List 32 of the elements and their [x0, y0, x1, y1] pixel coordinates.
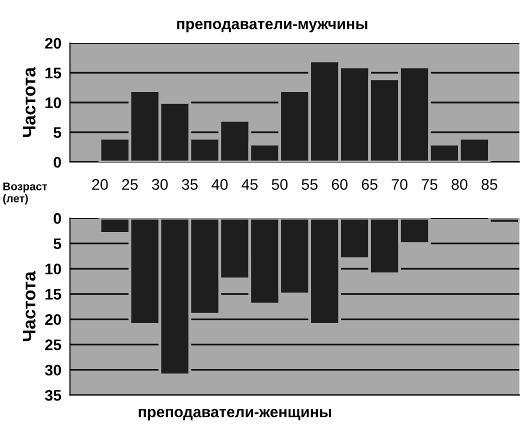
text: преподаватели-женщины: [138, 408, 332, 420]
x-tick-label: 50: [272, 179, 288, 190]
y-tick-label: 0: [54, 213, 61, 224]
y-tick-label: 5: [54, 238, 62, 250]
x-axis-title: Возраст (лет): [3, 182, 48, 205]
y-axis-title: Частота: [22, 271, 36, 342]
y-tick-label: 30: [44, 364, 61, 376]
y-tick-label: 35: [44, 390, 62, 401]
y-tick-label: 0: [54, 156, 61, 168]
x-tick-label: 35: [182, 179, 198, 190]
y-tick-label: 25: [45, 339, 62, 350]
x-tick-label: 30: [152, 179, 168, 190]
x-tick-label: 45: [242, 179, 258, 190]
chart-title: преподаватели-мужчины: [177, 20, 368, 32]
y-tick-label: 20: [45, 38, 61, 49]
x-tick-label: 55: [302, 179, 318, 190]
y-tick-label: 15: [46, 68, 62, 78]
y-tick-label: 20: [45, 314, 61, 325]
x-tick-label: 20: [92, 179, 108, 190]
y-axis-title: Частота: [22, 66, 36, 137]
x-tick-label: 70: [392, 179, 408, 190]
x-tick-label: 25: [122, 179, 138, 190]
x-tick-label: 85: [482, 179, 498, 190]
x-tick-label: 60: [332, 179, 348, 190]
x-tick-label: 65: [362, 179, 378, 190]
y-tick-label: 5: [54, 127, 62, 138]
y-tick-label: 10: [46, 264, 61, 274]
x-tick-label: 40: [212, 179, 228, 190]
x-tick-label: 75: [422, 179, 438, 190]
x-tick-label: 80: [452, 179, 468, 190]
y-tick-label: 15: [46, 289, 62, 300]
y-tick-label: 10: [46, 97, 61, 108]
